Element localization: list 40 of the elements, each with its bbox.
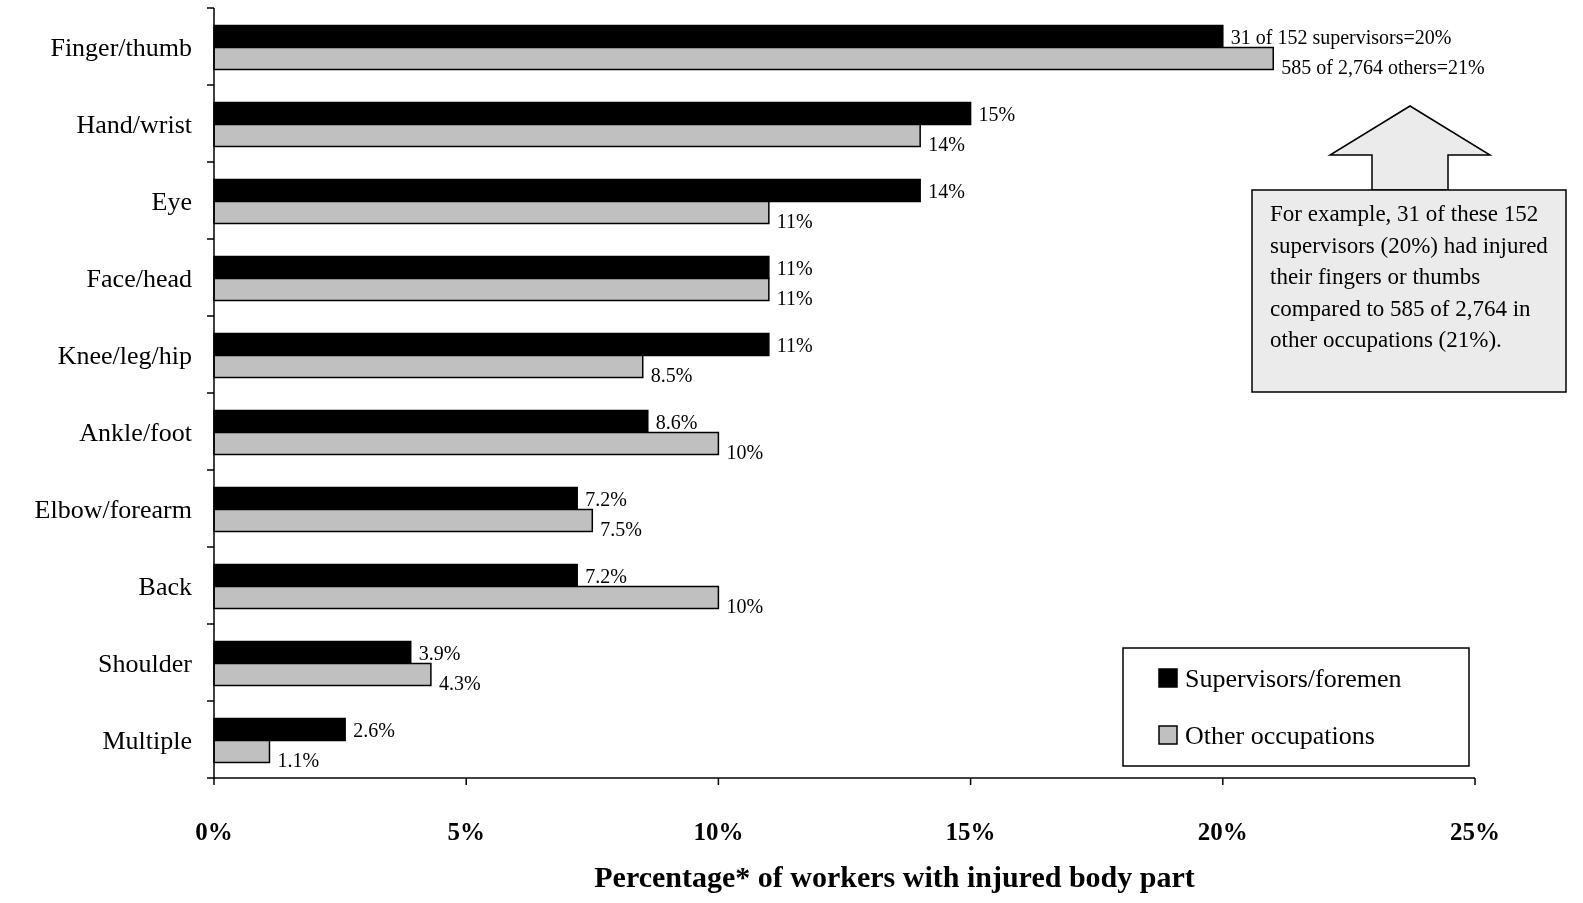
- data-label: 1.1%: [277, 748, 320, 771]
- data-label: 11%: [776, 256, 813, 279]
- y-tick-label: Multiple: [102, 725, 192, 755]
- data-label: 31 of 152 supervisors=20%: [1230, 25, 1452, 49]
- data-label: 11%: [776, 286, 813, 309]
- y-tick-label: Hand/wrist: [76, 109, 193, 139]
- data-label: 11%: [776, 209, 813, 232]
- legend-label: Other occupations: [1185, 721, 1375, 751]
- data-label: 4.3%: [438, 671, 481, 694]
- x-tick-label: 10%: [693, 818, 744, 845]
- x-tick-label: 15%: [945, 818, 996, 845]
- data-label: 14%: [928, 179, 965, 202]
- data-label: 7.2%: [585, 564, 627, 587]
- x-tick-label: 25%: [1450, 818, 1500, 845]
- y-tick-label: Back: [138, 571, 192, 601]
- x-tick-label: 0%: [195, 818, 233, 845]
- data-label: 10%: [726, 594, 764, 617]
- data-label: 7.5%: [600, 517, 642, 540]
- y-tick-label: Elbow/forearm: [34, 494, 192, 524]
- data-label: 8.5%: [650, 363, 693, 386]
- data-label: 585 of 2,764 others=21%: [1281, 55, 1485, 78]
- legend-label: Supervisors/foremen: [1185, 664, 1402, 694]
- y-tick-label: Face/head: [86, 263, 192, 293]
- y-tick-label: Ankle/foot: [79, 417, 193, 447]
- data-label: 11%: [776, 333, 813, 356]
- data-label: 3.9%: [418, 641, 461, 664]
- data-label: 15%: [978, 102, 1016, 125]
- data-label: 14%: [928, 132, 965, 155]
- x-axis-title: Percentage* of workers with injured body part: [594, 860, 1195, 893]
- x-tick-label: 5%: [447, 818, 485, 845]
- annotation: For example, 31 of these 152 supervisors (20%) had injured their fingers or thumbs compared to 585 of 2,764 in other occupations (21%).: [1270, 201, 1549, 352]
- data-label: 10%: [726, 440, 764, 463]
- data-label: 2.6%: [353, 718, 395, 741]
- data-label: 8.6%: [655, 410, 698, 433]
- data-label: 7.2%: [585, 487, 627, 510]
- y-tick-label: Eye: [151, 186, 192, 216]
- y-tick-label: Shoulder: [98, 648, 193, 678]
- y-tick-label: Knee/leg/hip: [57, 340, 192, 370]
- y-tick-label: Finger/thumb: [50, 32, 192, 62]
- x-tick-label: 20%: [1197, 818, 1248, 845]
